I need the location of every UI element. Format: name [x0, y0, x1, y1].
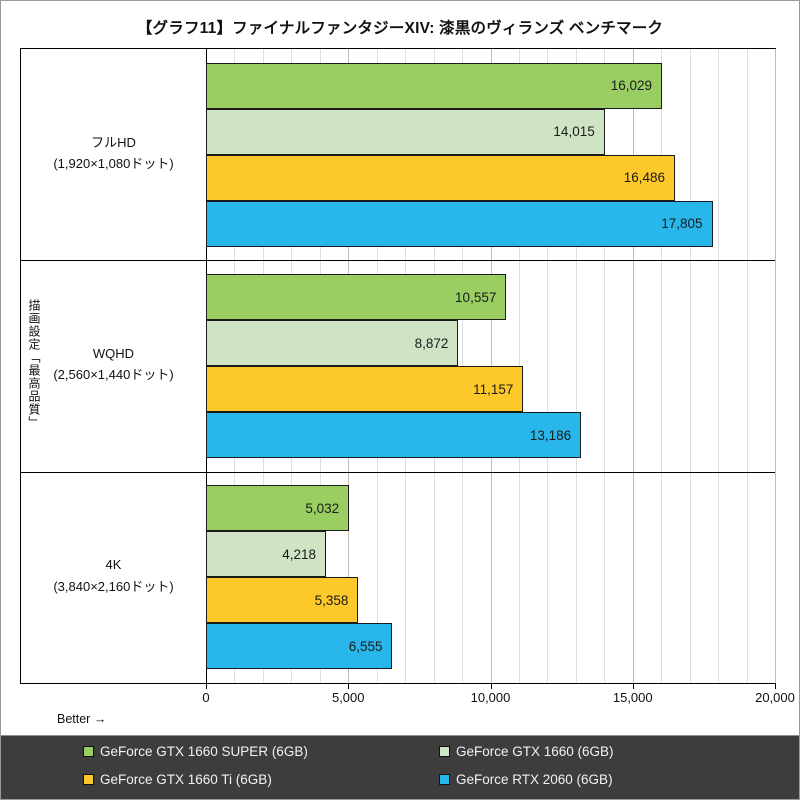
gridline	[661, 49, 663, 683]
legend-swatch-icon	[83, 774, 94, 785]
y-axis-title: 描画設定「最高品質」	[27, 299, 41, 429]
gridline	[575, 49, 577, 683]
legend-item[interactable]: GeForce GTX 1660 (6GB)	[439, 744, 614, 759]
bar-value-label: 16,486	[623, 170, 666, 186]
chart-title: 【グラフ11】ファイナルファンタジーXIV: 漆黒のヴィランズ ベンチマーク	[136, 20, 664, 37]
category-label: WQHD (2,560×1,440ドット)	[21, 343, 206, 386]
x-axis-tick	[632, 683, 634, 689]
legend-item[interactable]: GeForce GTX 1660 SUPER (6GB)	[83, 744, 308, 759]
bar[interactable]: 11,157	[206, 366, 524, 412]
bar-value-label: 17,805	[661, 216, 703, 232]
legend-label: GeForce GTX 1660 (6GB)	[456, 744, 614, 759]
bar-value-label: 11,157	[473, 381, 514, 397]
legend-item[interactable]: GeForce GTX 1660 Ti (6GB)	[83, 772, 272, 787]
category-separator	[21, 471, 775, 473]
legend-item[interactable]: GeForce RTX 2060 (6GB)	[439, 772, 613, 787]
gridline	[746, 49, 748, 683]
x-axis-tick	[775, 683, 776, 689]
legend-label: GeForce GTX 1660 Ti (6GB)	[100, 772, 272, 787]
chart-plot-frame: 描画設定「最高品質」 16,029 14,015 16,486 17,805 10,55…	[20, 48, 795, 726]
category-label-line2: (3,840×2,160ドット)	[53, 578, 174, 594]
gridline	[689, 49, 691, 683]
bar-value-label: 8,872	[414, 335, 449, 351]
gridline	[775, 49, 776, 683]
legend-swatch-icon	[439, 746, 450, 757]
x-axis-tick-label: 10,000	[470, 690, 511, 705]
bar-value-label: 6,555	[348, 638, 383, 654]
x-axis-tick-label: 15,000	[612, 690, 653, 705]
bar[interactable]: 16,486	[206, 154, 676, 201]
bar[interactable]: 14,015	[206, 108, 605, 155]
category-label-line2: (1,920×1,080ドット)	[53, 156, 174, 172]
bar[interactable]: 8,872	[206, 320, 459, 366]
legend-label: GeForce GTX 1660 SUPER (6GB)	[100, 744, 308, 759]
bar-value-label: 4,218	[282, 546, 316, 562]
legend-label: GeForce RTX 2060 (6GB)	[456, 772, 613, 787]
bar-value-label: 13,186	[529, 427, 572, 443]
bar[interactable]: 6,555	[206, 623, 393, 670]
category-separator	[21, 260, 775, 262]
bar[interactable]: 10,557	[206, 274, 507, 320]
bar-value-label: 5,358	[314, 592, 349, 608]
bar[interactable]: 4,218	[206, 531, 326, 578]
bar[interactable]: 13,186	[206, 412, 582, 458]
x-axis-tick	[206, 683, 207, 689]
bar[interactable]: 17,805	[206, 200, 713, 247]
category-label: 4K (3,840×2,160ドット)	[21, 554, 206, 597]
category-label-line1: フルHD	[91, 134, 136, 150]
x-axis-tick-label: 0	[202, 690, 210, 705]
bar-value-label: 10,557	[455, 289, 497, 305]
chart-legend: GeForce GTX 1660 SUPER (6GB) GeForce GTX …	[1, 735, 799, 799]
bar-value-label: 5,032	[305, 500, 340, 516]
category-label: フルHD (1,920×1,080ドット)	[21, 132, 206, 175]
better-direction-label: Better →	[57, 712, 107, 726]
category-label-line1: 4K	[105, 557, 122, 573]
bar[interactable]: 16,029	[206, 62, 663, 109]
gridline	[547, 49, 549, 683]
bar[interactable]: 5,032	[206, 485, 350, 532]
x-axis-tick-label: 20,000	[755, 690, 795, 705]
gridline	[632, 49, 634, 683]
x-axis-tick	[348, 683, 350, 689]
plot-area: 16,029 14,015 16,486 17,805 10,557 8,872 11,15…	[21, 49, 776, 683]
x-axis-tick-label: 5,000	[331, 690, 365, 705]
x-axis-tick	[490, 683, 492, 689]
category-label-line1: WQHD	[92, 346, 135, 361]
legend-swatch-icon	[439, 774, 450, 785]
gridline	[718, 49, 720, 683]
category-label-line2: (2,560×1,440ドット)	[53, 367, 174, 383]
bar-value-label: 14,015	[553, 124, 595, 140]
bar-value-label: 16,029	[610, 78, 653, 94]
bar[interactable]: 5,358	[206, 577, 359, 624]
legend-swatch-icon	[83, 746, 94, 757]
gridline	[604, 49, 606, 683]
